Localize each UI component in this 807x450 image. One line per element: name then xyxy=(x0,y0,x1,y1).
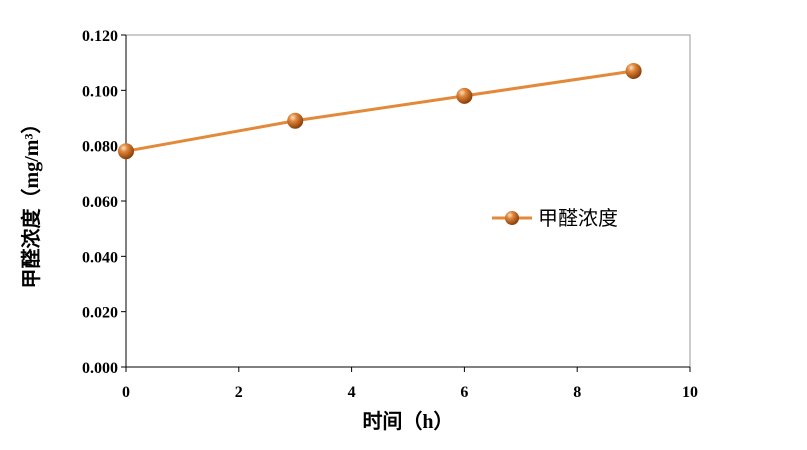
y-axis-title: 甲醛浓度（mg/m³） xyxy=(19,114,43,289)
data-point xyxy=(456,87,473,104)
x-tick-label: 6 xyxy=(460,384,468,401)
data-point xyxy=(625,62,642,79)
series-layer xyxy=(118,62,642,160)
axes: 0.000 0.020 0.040 0.060 0.080 0.100 0.120 0 2 4 6 8… xyxy=(82,28,698,401)
x-tick-label: 10 xyxy=(682,384,698,401)
x-axis-title: 时间（h） xyxy=(362,410,453,433)
x-tick-label: 4 xyxy=(348,384,356,401)
data-point xyxy=(287,112,304,129)
plot-area-frame xyxy=(125,34,691,368)
y-tick-label: 0.120 xyxy=(82,28,118,45)
x-tick-label: 8 xyxy=(573,384,581,401)
data-point xyxy=(118,143,134,160)
y-tick-label: 0.100 xyxy=(82,83,118,100)
y-tick-label: 0.020 xyxy=(82,305,118,322)
y-tick-label: 0.040 xyxy=(82,249,118,266)
legend: 甲醛浓度 xyxy=(492,206,618,230)
y-tick-label: 0.080 xyxy=(82,139,118,156)
series-line xyxy=(125,69,634,153)
y-tick-label: 0.060 xyxy=(82,194,118,211)
x-tick-label: 0 xyxy=(122,384,130,401)
y-tick-label: 0.000 xyxy=(82,360,118,377)
legend-marker-swatch xyxy=(505,211,519,225)
legend-label: 甲醛浓度 xyxy=(538,206,618,230)
x-tick-label: 2 xyxy=(235,384,243,401)
